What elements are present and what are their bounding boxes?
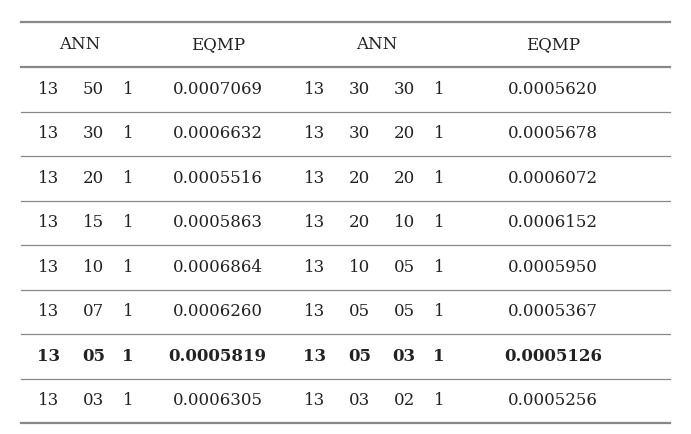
- Text: 0.0005950: 0.0005950: [508, 259, 598, 276]
- Text: 1: 1: [433, 348, 444, 365]
- Text: 0.0006632: 0.0006632: [173, 125, 263, 142]
- Text: 1: 1: [433, 392, 444, 409]
- Text: 0.0007069: 0.0007069: [173, 81, 263, 98]
- Text: 1: 1: [122, 125, 133, 142]
- Text: ANN: ANN: [356, 36, 397, 53]
- Text: 1: 1: [433, 303, 444, 320]
- Text: 30: 30: [349, 125, 370, 142]
- Text: 1: 1: [433, 259, 444, 276]
- Text: 0.0005126: 0.0005126: [504, 348, 602, 365]
- Text: 30: 30: [349, 81, 370, 98]
- Text: 13: 13: [38, 303, 59, 320]
- Text: 10: 10: [349, 259, 370, 276]
- Text: 05: 05: [394, 303, 415, 320]
- Text: 0.0005819: 0.0005819: [169, 348, 267, 365]
- Text: 03: 03: [349, 392, 370, 409]
- Text: 13: 13: [38, 81, 59, 98]
- Text: 20: 20: [394, 170, 415, 187]
- Text: 30: 30: [83, 125, 104, 142]
- Text: 20: 20: [83, 170, 104, 187]
- Text: 0.0005367: 0.0005367: [508, 303, 598, 320]
- Text: 13: 13: [304, 392, 325, 409]
- Text: 13: 13: [304, 214, 325, 231]
- Text: 05: 05: [82, 348, 105, 365]
- Text: 13: 13: [304, 303, 325, 320]
- Text: 0.0005516: 0.0005516: [173, 170, 263, 187]
- Text: 15: 15: [83, 214, 104, 231]
- Text: 13: 13: [37, 348, 60, 365]
- Text: 13: 13: [304, 259, 325, 276]
- Text: 0.0006864: 0.0006864: [173, 259, 263, 276]
- Text: 20: 20: [394, 125, 415, 142]
- Text: 05: 05: [394, 259, 415, 276]
- Text: 13: 13: [38, 259, 59, 276]
- Text: 05: 05: [349, 303, 370, 320]
- Text: 13: 13: [303, 348, 326, 365]
- Text: 13: 13: [38, 125, 59, 142]
- Text: 13: 13: [304, 170, 325, 187]
- Text: 13: 13: [38, 214, 59, 231]
- Text: 20: 20: [349, 170, 370, 187]
- Text: 13: 13: [304, 125, 325, 142]
- Text: 1: 1: [433, 170, 444, 187]
- Text: 13: 13: [38, 392, 59, 409]
- Text: 10: 10: [83, 259, 104, 276]
- Text: 1: 1: [122, 259, 133, 276]
- Text: ANN: ANN: [59, 36, 100, 53]
- Text: 0.0005678: 0.0005678: [508, 125, 598, 142]
- Text: 05: 05: [348, 348, 371, 365]
- Text: 13: 13: [304, 81, 325, 98]
- Text: 1: 1: [433, 125, 444, 142]
- Text: 1: 1: [122, 348, 133, 365]
- Text: 20: 20: [349, 214, 370, 231]
- Text: 03: 03: [392, 348, 416, 365]
- Text: 30: 30: [394, 81, 415, 98]
- Text: 02: 02: [394, 392, 415, 409]
- Text: 1: 1: [122, 81, 133, 98]
- Text: 0.0005620: 0.0005620: [508, 81, 598, 98]
- Text: 1: 1: [122, 392, 133, 409]
- Text: 0.0005863: 0.0005863: [173, 214, 263, 231]
- Text: 50: 50: [83, 81, 104, 98]
- Text: 0.0005256: 0.0005256: [508, 392, 598, 409]
- Text: 0.0006260: 0.0006260: [173, 303, 263, 320]
- Text: EQMP: EQMP: [526, 36, 580, 53]
- Text: 1: 1: [122, 303, 133, 320]
- Text: 1: 1: [122, 214, 133, 231]
- Text: 13: 13: [38, 170, 59, 187]
- Text: 0.0006305: 0.0006305: [173, 392, 263, 409]
- Text: 10: 10: [394, 214, 415, 231]
- Text: EQMP: EQMP: [191, 36, 245, 53]
- Text: 1: 1: [433, 214, 444, 231]
- Text: 0.0006072: 0.0006072: [508, 170, 598, 187]
- Text: 07: 07: [83, 303, 104, 320]
- Text: 03: 03: [83, 392, 104, 409]
- Text: 1: 1: [433, 81, 444, 98]
- Text: 0.0006152: 0.0006152: [508, 214, 598, 231]
- Text: 1: 1: [122, 170, 133, 187]
